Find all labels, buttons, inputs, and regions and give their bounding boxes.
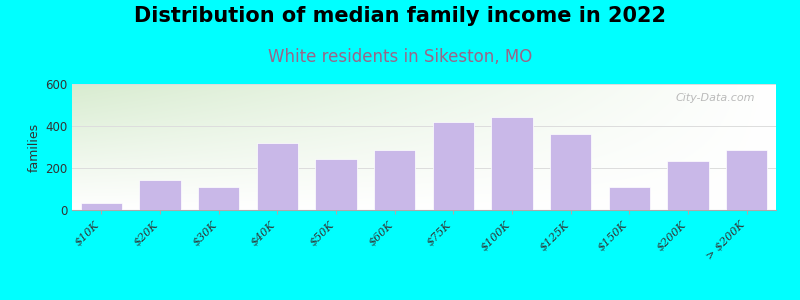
Bar <box>726 150 767 210</box>
Bar <box>315 158 357 210</box>
Text: White residents in Sikeston, MO: White residents in Sikeston, MO <box>268 48 532 66</box>
Bar <box>609 187 650 210</box>
Bar <box>550 134 591 210</box>
Bar <box>491 116 533 210</box>
Bar <box>433 122 474 210</box>
Bar <box>374 150 415 210</box>
Text: Distribution of median family income in 2022: Distribution of median family income in … <box>134 6 666 26</box>
Bar <box>198 187 239 210</box>
Bar <box>139 179 181 210</box>
Text: City-Data.com: City-Data.com <box>675 93 755 103</box>
Bar <box>667 161 709 210</box>
Bar <box>257 143 298 210</box>
Bar <box>81 203 122 210</box>
Y-axis label: families: families <box>28 122 41 172</box>
